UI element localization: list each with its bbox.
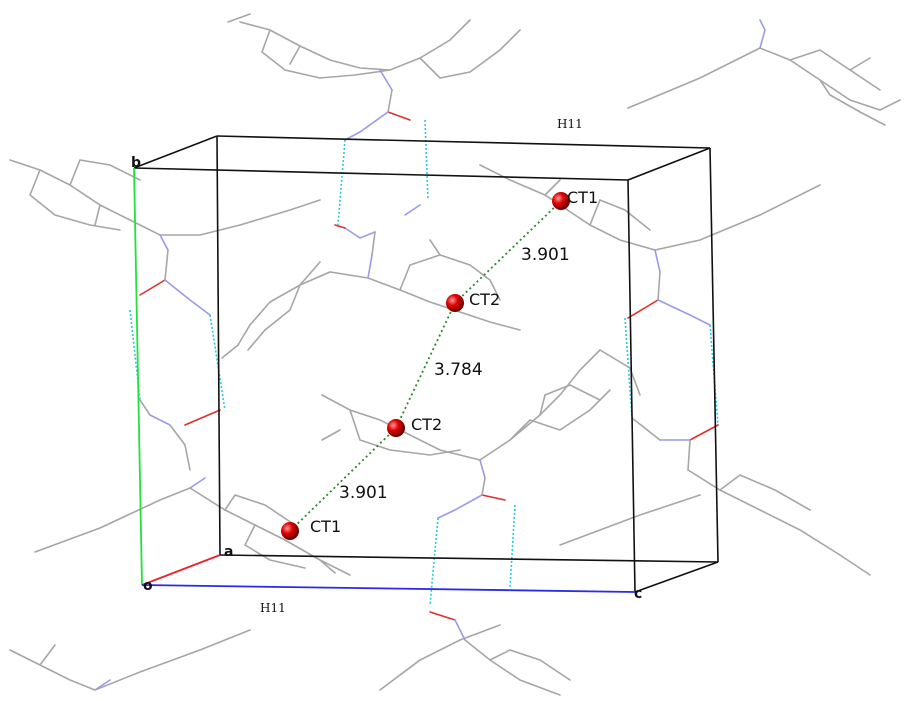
molecule-bottom <box>9 611 571 696</box>
distance-label-middle: 3.784 <box>434 360 483 380</box>
centroid-ct2-upper <box>446 294 464 312</box>
molecule-top-center <box>227 13 521 226</box>
molecule-top-right <box>627 19 901 126</box>
molecule-lower-inner <box>321 349 611 606</box>
label-ct2-lower: CT2 <box>411 415 442 434</box>
label-h11-bottom: H11 <box>260 601 286 615</box>
pi-contact-middle <box>395 302 456 429</box>
label-ct1-upper: CT1 <box>567 188 598 207</box>
axis-c-line <box>141 584 636 593</box>
centroid-ct2-lower <box>387 419 405 437</box>
unit-cell <box>133 135 719 593</box>
axis-a-line <box>141 554 221 586</box>
molecule-lower-left <box>34 477 351 576</box>
axis-label-a: a <box>224 544 233 560</box>
molecule-left <box>9 159 321 471</box>
pi-stacking-contacts <box>289 200 562 532</box>
axis-label-c: c <box>634 586 642 602</box>
distance-label-upper: 3.901 <box>521 245 570 265</box>
label-ct1-lower: CT1 <box>310 517 341 536</box>
label-h11-top: H11 <box>557 117 583 131</box>
centroid-ct1-lower <box>281 522 299 540</box>
molecule-sticks <box>9 13 901 696</box>
axis-label-origin: o <box>143 578 153 594</box>
labels: CT1 CT2 CT2 CT1 3.901 3.784 3.901 b a o … <box>131 117 642 615</box>
axis-b-line <box>133 167 143 586</box>
axis-label-b: b <box>131 155 141 171</box>
centroid-ct1-upper <box>552 192 570 210</box>
cell-axes <box>133 167 636 593</box>
distance-label-lower: 3.901 <box>339 483 388 503</box>
pi-contact-lower <box>289 427 397 532</box>
label-ct2-upper: CT2 <box>469 290 500 309</box>
centroids <box>281 192 570 540</box>
molecule-right <box>479 164 871 576</box>
molecule-upper-inner <box>221 204 521 359</box>
